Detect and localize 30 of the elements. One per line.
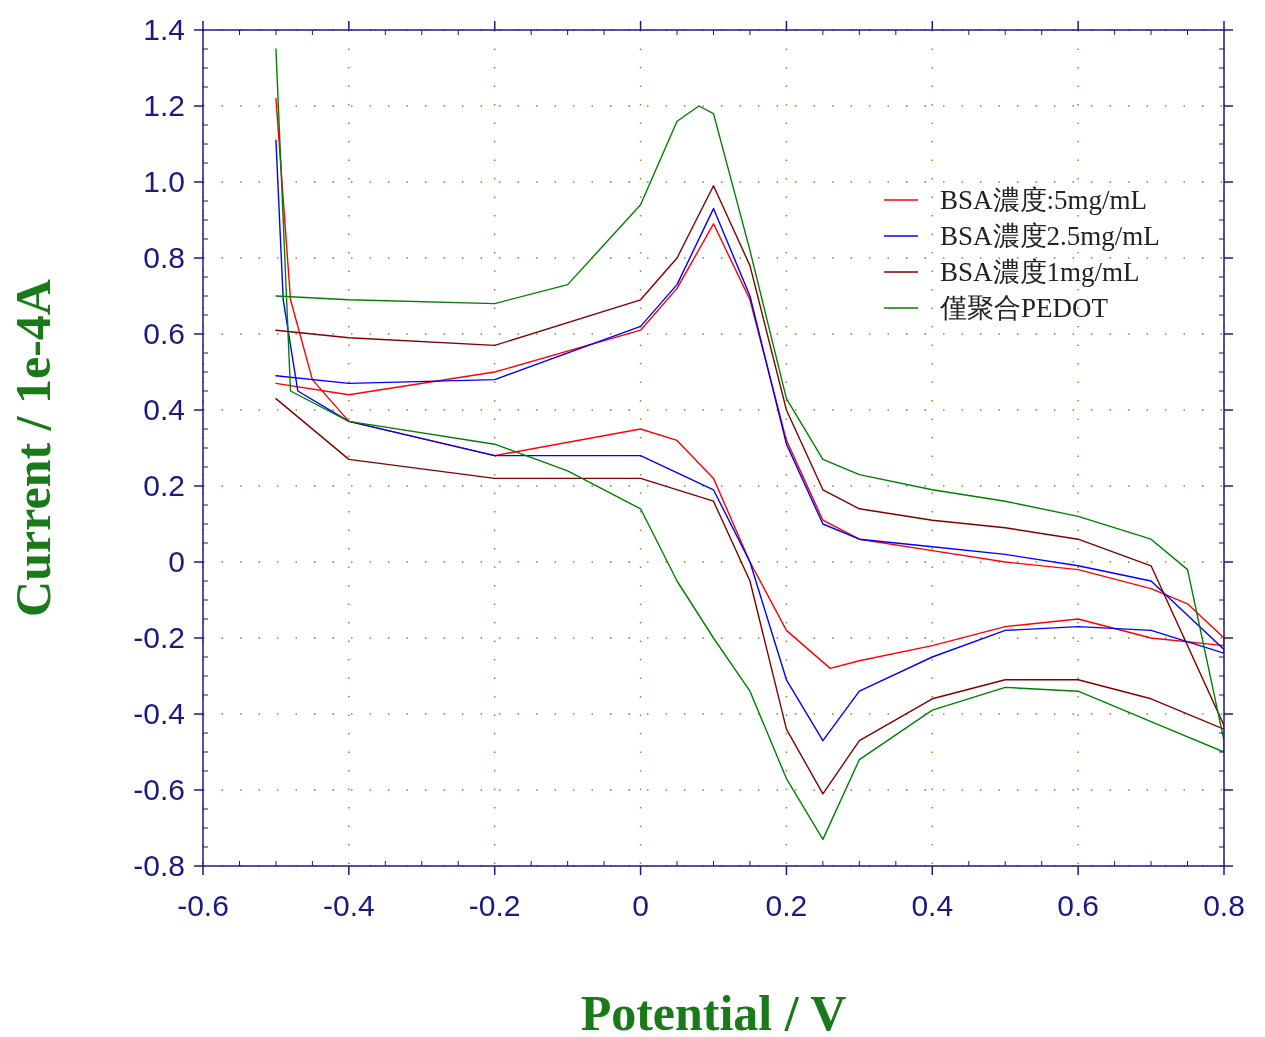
y-tick-label: 0.4 (143, 393, 185, 426)
x-tick-label: -0.4 (323, 889, 375, 922)
x-tick-label: 0.2 (765, 889, 808, 922)
x-axis-title: Potential / V (580, 985, 847, 1037)
y-tick-label: 1.4 (143, 13, 185, 46)
legend-label: BSA濃度:5mg/mL (940, 185, 1148, 215)
legend-label: BSA濃度1mg/mL (940, 257, 1140, 287)
x-tick-label: -0.2 (468, 889, 521, 922)
y-tick-label: 0.8 (143, 241, 185, 274)
legend-label: BSA濃度2.5mg/mL (940, 221, 1160, 251)
x-tick-label: 0.4 (911, 889, 954, 922)
y-tick-label: 0 (168, 545, 185, 578)
legend-label: 僅聚合PEDOT (939, 293, 1109, 323)
y-tick-label: -0.2 (133, 621, 185, 654)
y-tick-label: 1.0 (143, 165, 185, 198)
line-series (275, 97, 1224, 670)
y-tick-label: -0.6 (133, 773, 185, 806)
x-tick-label: 0 (632, 889, 649, 922)
x-tick-label: 0.6 (1057, 889, 1099, 922)
y-tick-label: -0.4 (133, 697, 185, 730)
x-tick-label: 0.8 (1203, 889, 1245, 922)
line-series (275, 139, 1224, 742)
y-tick-label: 0.2 (143, 469, 185, 502)
line-series (275, 48, 1224, 841)
y-tick-label: -0.8 (133, 849, 185, 882)
y-axis-title: Current / 1e-4A (5, 279, 61, 617)
x-tick-label: -0.6 (177, 889, 229, 922)
y-tick-label: 0.6 (143, 317, 185, 350)
y-tick-label: 1.2 (143, 89, 185, 122)
line-series (275, 185, 1224, 795)
